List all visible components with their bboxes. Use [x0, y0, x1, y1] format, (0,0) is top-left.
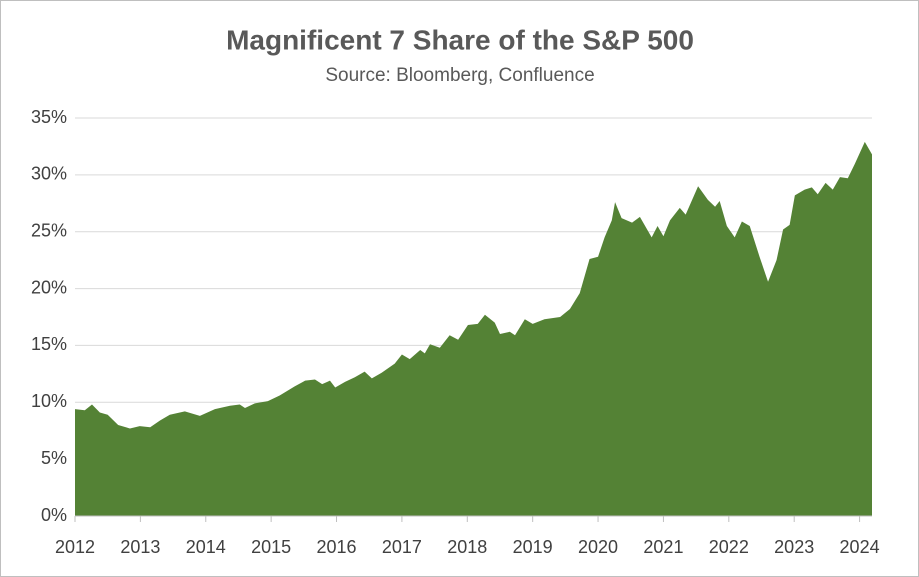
x-tick-label: 2016 — [317, 537, 357, 557]
x-tick-label: 2015 — [251, 537, 291, 557]
y-tick-label: 20% — [31, 277, 67, 297]
chart-subtitle: Source: Bloomberg, Confluence — [325, 65, 594, 86]
x-tick-label: 2018 — [447, 537, 487, 557]
y-tick-label: 10% — [31, 391, 67, 411]
x-tick-label: 2024 — [840, 537, 880, 557]
x-tick-label: 2013 — [120, 537, 160, 557]
y-tick-label: 30% — [31, 164, 67, 184]
x-tick-label: 2019 — [513, 537, 553, 557]
y-tick-label: 5% — [41, 448, 67, 468]
x-tick-label: 2023 — [774, 537, 814, 557]
y-tick-label: 25% — [31, 220, 67, 240]
area — [75, 141, 872, 516]
x-tick-label: 2014 — [186, 537, 226, 557]
x-tick-label: 2022 — [709, 537, 749, 557]
y-tick-label: 35% — [31, 107, 67, 127]
y-tick-label: 15% — [31, 334, 67, 354]
x-tick-label: 2012 — [55, 537, 95, 557]
y-tick-label: 0% — [41, 505, 67, 525]
chart-title: Magnificent 7 Share of the S&P 500 — [226, 24, 694, 55]
x-tick-label: 2020 — [578, 537, 618, 557]
x-tick-label: 2021 — [643, 537, 683, 557]
x-tick-label: 2017 — [382, 537, 422, 557]
